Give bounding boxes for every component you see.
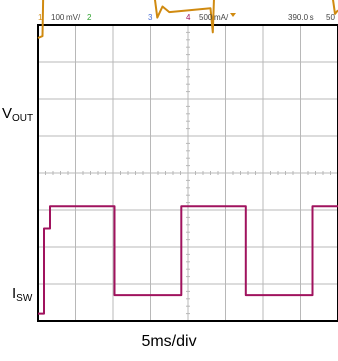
header-ch3: 3: [148, 13, 153, 22]
isw-label: ISW: [12, 285, 32, 304]
timebase-label: 5ms/div: [141, 333, 197, 350]
header-scale4: 500 mA/: [199, 13, 229, 22]
vout-label-main: V: [2, 105, 13, 122]
isw-label-sub: SW: [16, 293, 33, 304]
header-ch1: 1: [38, 13, 43, 22]
series-isw-line: [38, 205, 338, 315]
series-vout-line: [37, 0, 338, 39]
header-ch4: 4: [186, 13, 191, 22]
isw-label-main: I: [12, 285, 17, 302]
traces: [37, 0, 338, 315]
vout-label: VOUT: [2, 105, 33, 124]
trigger-marker-icon: [230, 13, 236, 17]
plot-border: [37, 24, 338, 322]
header-ch2: 2: [87, 13, 92, 22]
grid: [37, 24, 338, 322]
vout-label-sub: OUT: [12, 113, 34, 124]
scope-header: 1 100 mV/ 2 3 4 500 mA/ 390.0 s 50: [38, 13, 335, 22]
header-time: 390.0 s: [288, 13, 314, 22]
header-scale1: 100 mV/: [51, 13, 81, 22]
plot-frame: [37, 24, 338, 322]
header-extra: 50: [326, 13, 335, 22]
